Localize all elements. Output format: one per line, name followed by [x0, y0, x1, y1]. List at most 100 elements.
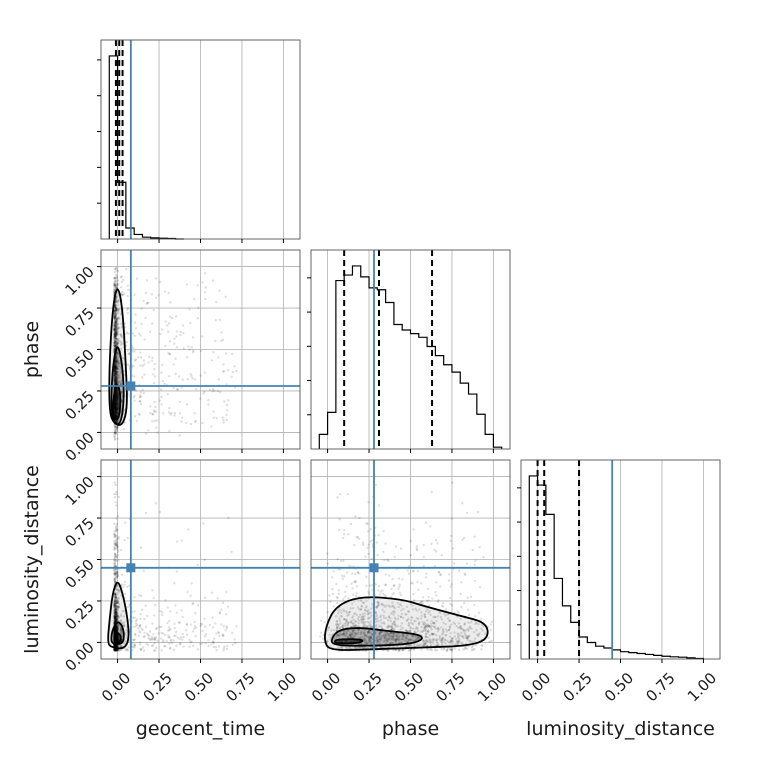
scatter-point — [113, 372, 117, 375]
scatter-point — [441, 629, 445, 632]
scatter-point — [379, 638, 383, 642]
scatter-point — [113, 337, 116, 340]
scatter-point — [114, 378, 117, 381]
scatter-point — [226, 369, 230, 372]
scatter-point — [115, 637, 119, 640]
scatter-point — [196, 317, 200, 320]
scatter-point — [126, 605, 130, 609]
scatter-point — [412, 627, 415, 630]
x-axis-label-geocent_time: geocent_time — [136, 718, 265, 740]
scatter-point — [120, 621, 124, 625]
scatter-point — [436, 626, 440, 630]
scatter-point — [346, 624, 349, 627]
scatter-point — [190, 346, 193, 349]
scatter-point — [114, 616, 117, 620]
scatter-point — [394, 625, 398, 628]
scatter-point — [113, 629, 116, 632]
scatter-point — [158, 625, 161, 629]
scatter-point — [387, 619, 390, 622]
scatter-point — [113, 370, 117, 374]
scatter-point — [113, 578, 116, 581]
scatter-point — [113, 649, 116, 652]
scatter-point — [467, 613, 471, 616]
scatter-point — [113, 329, 116, 332]
scatter-point — [114, 364, 117, 367]
scatter-point — [115, 402, 119, 405]
scatter-point — [335, 582, 338, 586]
scatter-point — [178, 412, 182, 415]
scatter-point — [437, 599, 440, 602]
scatter-point — [119, 644, 123, 648]
scatter-point — [122, 642, 126, 646]
scatter-point — [350, 602, 354, 606]
scatter-point — [448, 635, 452, 639]
scatter-point — [114, 308, 117, 312]
scatter-point — [147, 644, 150, 647]
scatter-point — [154, 296, 158, 299]
scatter-point — [114, 279, 117, 283]
scatter-point — [218, 634, 221, 638]
scatter-point — [442, 621, 445, 624]
scatter-point — [398, 585, 401, 589]
scatter-point — [455, 642, 458, 646]
scatter-point — [180, 609, 183, 612]
scatter-point — [114, 407, 118, 410]
scatter-point — [114, 371, 118, 374]
scatter-point — [114, 637, 118, 640]
scatter-point — [225, 647, 229, 651]
scatter-point — [320, 631, 323, 634]
scatter-point — [114, 607, 117, 610]
scatter-point — [113, 367, 116, 370]
scatter-point — [374, 612, 378, 615]
scatter-point — [113, 378, 117, 381]
scatter-point — [113, 533, 116, 536]
scatter-point — [113, 375, 117, 378]
scatter-point — [457, 648, 461, 652]
scatter-point — [113, 619, 116, 622]
scatter-point — [114, 626, 117, 630]
scatter-point — [338, 617, 341, 620]
scatter-point — [114, 362, 117, 366]
scatter-point — [131, 616, 135, 619]
scatter-point — [231, 352, 234, 356]
scatter-point — [385, 616, 388, 620]
scatter-point — [115, 628, 119, 632]
scatter-point — [113, 615, 116, 619]
scatter-point — [113, 366, 116, 370]
scatter-point — [215, 300, 218, 304]
scatter-point — [422, 564, 425, 568]
scatter-point — [115, 629, 118, 632]
scatter-point — [113, 648, 117, 651]
scatter-point — [115, 407, 118, 410]
scatter-point — [140, 627, 143, 630]
scatter-point — [113, 367, 116, 371]
scatter-point — [113, 329, 116, 332]
scatter-point — [387, 634, 390, 637]
scatter-point — [114, 612, 117, 616]
scatter-point — [180, 420, 183, 423]
scatter-point — [116, 373, 120, 377]
scatter-point — [117, 360, 120, 363]
scatter-point — [426, 624, 430, 627]
y-tick-label: 0.50 — [61, 346, 97, 382]
scatter-point — [114, 593, 118, 596]
scatter-point — [420, 582, 423, 585]
scatter-point — [345, 620, 348, 624]
scatter-point — [168, 642, 171, 645]
scatter-point — [113, 629, 116, 632]
scatter-point — [203, 291, 207, 294]
scatter-point — [400, 609, 403, 612]
scatter-point — [114, 411, 118, 414]
scatter-point — [468, 640, 472, 643]
scatter-point — [114, 345, 117, 348]
scatter-point — [354, 623, 357, 627]
scatter-point — [193, 378, 197, 381]
scatter-point — [114, 367, 117, 371]
scatter-point — [116, 635, 119, 638]
scatter-point — [154, 627, 158, 631]
scatter-point — [460, 634, 464, 638]
scatter-point — [419, 630, 422, 634]
scatter-point — [117, 602, 121, 606]
scatter-point — [432, 637, 435, 641]
scatter-point — [120, 390, 124, 393]
